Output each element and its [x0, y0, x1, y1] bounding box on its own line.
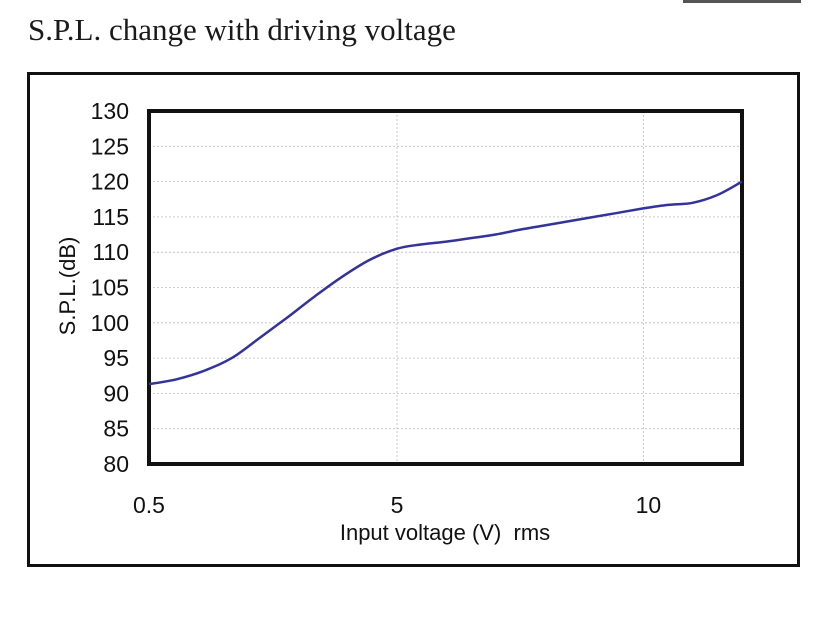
y-tick-label: 110	[92, 239, 129, 265]
y-tick-labels: 130 125 120 115 110 105 100 95 90 85 80	[91, 98, 129, 477]
chart-frame	[27, 72, 800, 567]
y-tick-label: 120	[91, 169, 129, 195]
y-tick-label: 95	[103, 345, 129, 371]
x-tick-label: 0.5	[133, 492, 165, 518]
x-tick-label: 10	[636, 492, 662, 518]
grid-lines	[148, 110, 742, 465]
x-tick-labels: 0.5 5 10	[133, 492, 661, 518]
y-tick-label: 85	[103, 416, 129, 442]
y-axis-label: S.P.L.(dB)	[55, 237, 80, 336]
x-tick-label: 5	[391, 492, 404, 518]
top-edge-mark	[683, 0, 801, 3]
y-tick-label: 105	[91, 275, 129, 301]
spl-series-line	[148, 180, 743, 386]
y-tick-label: 130	[91, 98, 129, 124]
y-tick-label: 125	[91, 133, 129, 159]
y-tick-label: 80	[103, 451, 129, 477]
page-title: S.P.L. change with driving voltage	[28, 12, 456, 47]
x-axis-label: Input voltage (V) rms	[340, 520, 550, 545]
plot-area	[147, 109, 744, 466]
y-tick-label: 100	[91, 310, 129, 336]
y-tick-label: 115	[92, 204, 129, 230]
y-tick-label: 90	[103, 380, 129, 406]
